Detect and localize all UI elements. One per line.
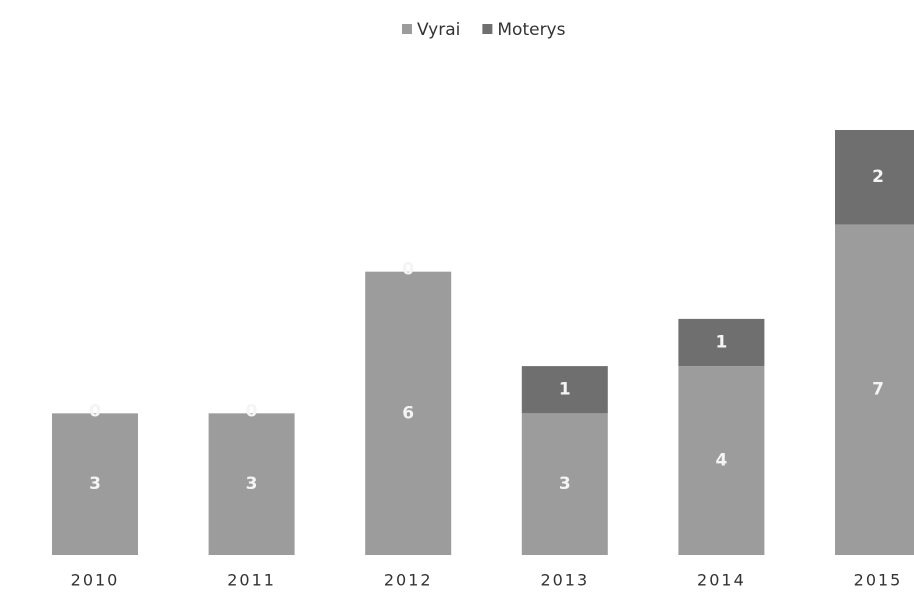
data-label: 3 — [246, 474, 258, 494]
data-label: 3 — [89, 474, 101, 494]
data-label: 6 — [402, 403, 414, 423]
data-label: 3 — [559, 474, 571, 494]
x-tick-label: 2014 — [697, 571, 746, 590]
x-tick-label: 2013 — [540, 571, 589, 590]
data-label: 7 — [872, 380, 884, 400]
data-label: 0 — [89, 401, 101, 421]
data-label: 2 — [872, 167, 884, 187]
data-label: 1 — [715, 333, 727, 353]
bar-segment — [835, 130, 914, 225]
bar-segment — [208, 413, 295, 555]
data-label: 0 — [246, 401, 258, 421]
bar-segment — [835, 224, 914, 555]
data-label: 4 — [715, 451, 727, 471]
bar-segment — [678, 318, 765, 367]
data-label: 1 — [559, 380, 571, 400]
x-tick-label: 2011 — [227, 571, 276, 590]
legend-swatch — [402, 24, 412, 34]
bar-segment — [521, 413, 608, 555]
bar-segment — [678, 366, 765, 555]
x-tick-label: 2010 — [71, 571, 120, 590]
legend-swatch — [482, 24, 493, 34]
x-tick-label: 2015 — [854, 571, 903, 590]
legend-label: Moterys — [497, 20, 565, 40]
legend-label: Vyrai — [417, 20, 460, 40]
bar-segment — [52, 413, 138, 555]
bar-segment — [521, 366, 608, 414]
bar-segment — [365, 271, 452, 555]
x-tick-label: 2012 — [384, 571, 433, 590]
data-label: 0 — [402, 260, 414, 280]
